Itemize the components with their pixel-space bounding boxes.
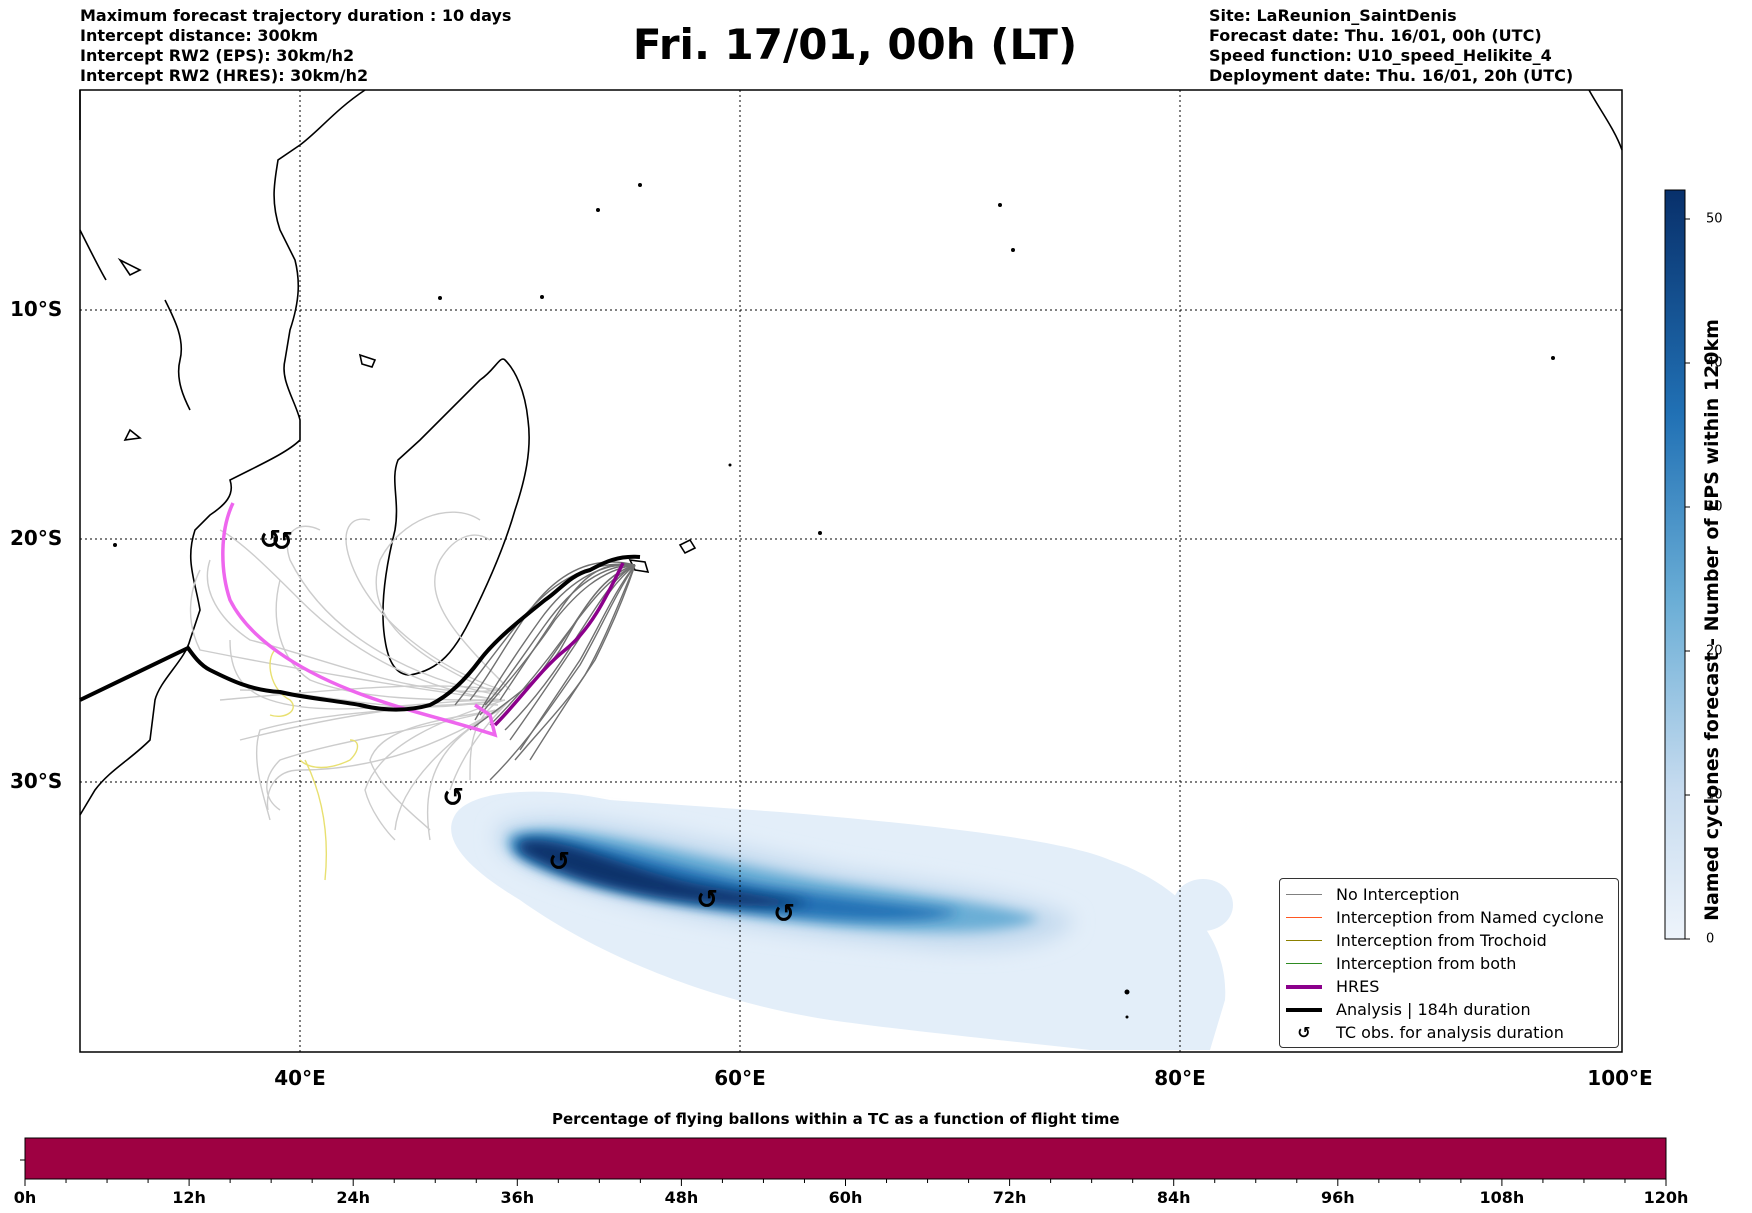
tc-obs-symbol: ↺ (259, 525, 281, 555)
analysis-track (79, 554, 641, 712)
legend-swatch (1286, 984, 1322, 989)
legend-label: Interception from Named cyclone (1336, 908, 1604, 927)
colorbar-tick: 0 (1706, 931, 1715, 947)
forecast-date-text: Forecast date: Thu. 16/01, 00h (UTC) (1209, 26, 1542, 45)
max-duration-text: Maximum forecast trajectory duration : 1… (80, 6, 512, 25)
page-title: Fri. 17/01, 00h (LT) (632, 20, 1078, 69)
legend-swatch (1286, 917, 1322, 918)
lon-label-80e: 80°E (1154, 1066, 1206, 1090)
deployment-date-text: Deployment date: Thu. 16/01, 20h (UTC) (1209, 66, 1574, 85)
percentage-bar-tick-label: 60h (828, 1188, 863, 1207)
cyclone-icon: ↺ (1297, 1023, 1311, 1042)
percentage-bar-title: Percentage of flying ballons within a TC… (552, 1110, 1120, 1128)
percentage-bar-minor-ticks (24, 1179, 1667, 1186)
colorbar-tick: 50 (1706, 211, 1723, 227)
legend-both: Interception from both (1286, 952, 1516, 975)
eps-trajectories-light (189, 511, 511, 841)
intercept-distance-text: Intercept distance: 300km (80, 26, 319, 45)
lat-label-30s: 30°S (10, 769, 63, 793)
legend-label: TC obs. for analysis duration (1336, 1023, 1564, 1042)
percentage-bar-tick-label: 48h (664, 1188, 699, 1207)
legend-swatch (1286, 963, 1322, 964)
percentage-bar-tick-label: 24h (336, 1188, 371, 1207)
tc-obs-symbol: ↺ (548, 847, 570, 877)
cyclone-density (451, 791, 1233, 1050)
site-text: Site: LaReunion_SaintDenis (1209, 6, 1457, 25)
hres-track (493, 562, 625, 727)
percentage-bar-tick-label: 0h (13, 1188, 37, 1207)
legend-tc-obs: ↺ TC obs. for analysis duration (1286, 1021, 1564, 1044)
tc-obs-symbol: ↺ (442, 783, 464, 813)
tc-obs-symbol: ↺ (271, 527, 293, 557)
legend-swatch (1286, 940, 1322, 941)
intercept-eps-text: Intercept RW2 (EPS): 30km/h2 (80, 46, 355, 65)
lon-label-40e: 40°E (274, 1066, 326, 1090)
site-info: Site: LaReunion_SaintDenis Forecast date… (1209, 6, 1573, 86)
percentage-bar-tick-label: 12h (172, 1188, 206, 1207)
lat-label-20s: 20°S (10, 526, 63, 550)
intercept-hres-text: Intercept RW2 (HRES): 30km/h2 (80, 66, 369, 85)
legend-trochoid: Interception from Trochoid (1286, 929, 1547, 952)
lat-label-10s: 10°S (10, 297, 63, 321)
percentage-bar (24, 1137, 1667, 1180)
legend-label: Interception from both (1336, 954, 1517, 973)
percentage-bar-tick-label: 36h (500, 1188, 535, 1207)
legend-analysis: Analysis | 184h duration (1286, 998, 1531, 1021)
gridlines (80, 90, 1622, 1052)
legend-named-cyclone: Interception from Named cyclone (1286, 906, 1604, 929)
lon-label-100e: 100°E (1587, 1066, 1653, 1090)
percentage-bar-tick-label: 120h (1643, 1188, 1689, 1207)
colorbar-tick: 30 (1706, 499, 1723, 515)
map-border (79, 89, 1623, 1053)
legend-label: Analysis | 184h duration (1336, 1000, 1531, 1019)
legend-hres: HRES (1286, 975, 1379, 998)
colorbar (1664, 189, 1686, 940)
colorbar-tick-marks (1685, 218, 1690, 940)
percentage-bar-tick-label: 84h (1156, 1188, 1191, 1207)
tc-obs-symbol: ↺ (696, 885, 718, 915)
legend-swatch (1286, 1007, 1322, 1012)
small-islands (113, 183, 1555, 1019)
legend-label: Interception from Trochoid (1336, 931, 1547, 950)
colorbar-tick: 40 (1706, 355, 1723, 371)
legend-label: HRES (1336, 977, 1380, 996)
percentage-bar-tick-label: 72h (992, 1188, 1027, 1207)
hres-early-track (221, 502, 498, 738)
tc-obs-symbol: ↺ (773, 899, 795, 929)
run-parameters: Maximum forecast trajectory duration : 1… (80, 6, 511, 86)
percentage-bar-tick-label: 108h (1479, 1188, 1525, 1207)
colorbar-tick: 10 (1706, 787, 1723, 803)
percentage-bar-tick-label: 96h (1320, 1188, 1355, 1207)
legend-label: No Interception (1336, 885, 1460, 904)
tc-observations: ↺ ↺ ↺ ↺ ↺ ↺ (259, 525, 795, 929)
colorbar-tick: 20 (1706, 643, 1723, 659)
legend-swatch (1286, 894, 1322, 895)
trochoid-tracks (269, 649, 359, 881)
map-legend: No Interception Interception from Named … (1279, 878, 1619, 1048)
colorbar-title: Named cyclones forecast - Number of EPS … (1701, 319, 1723, 921)
lon-label-60e: 60°E (714, 1066, 766, 1090)
legend-no-interception: No Interception (1286, 883, 1460, 906)
coastlines (79, 89, 1623, 816)
speed-function-text: Speed function: U10_speed_Helikite_4 (1209, 46, 1552, 65)
